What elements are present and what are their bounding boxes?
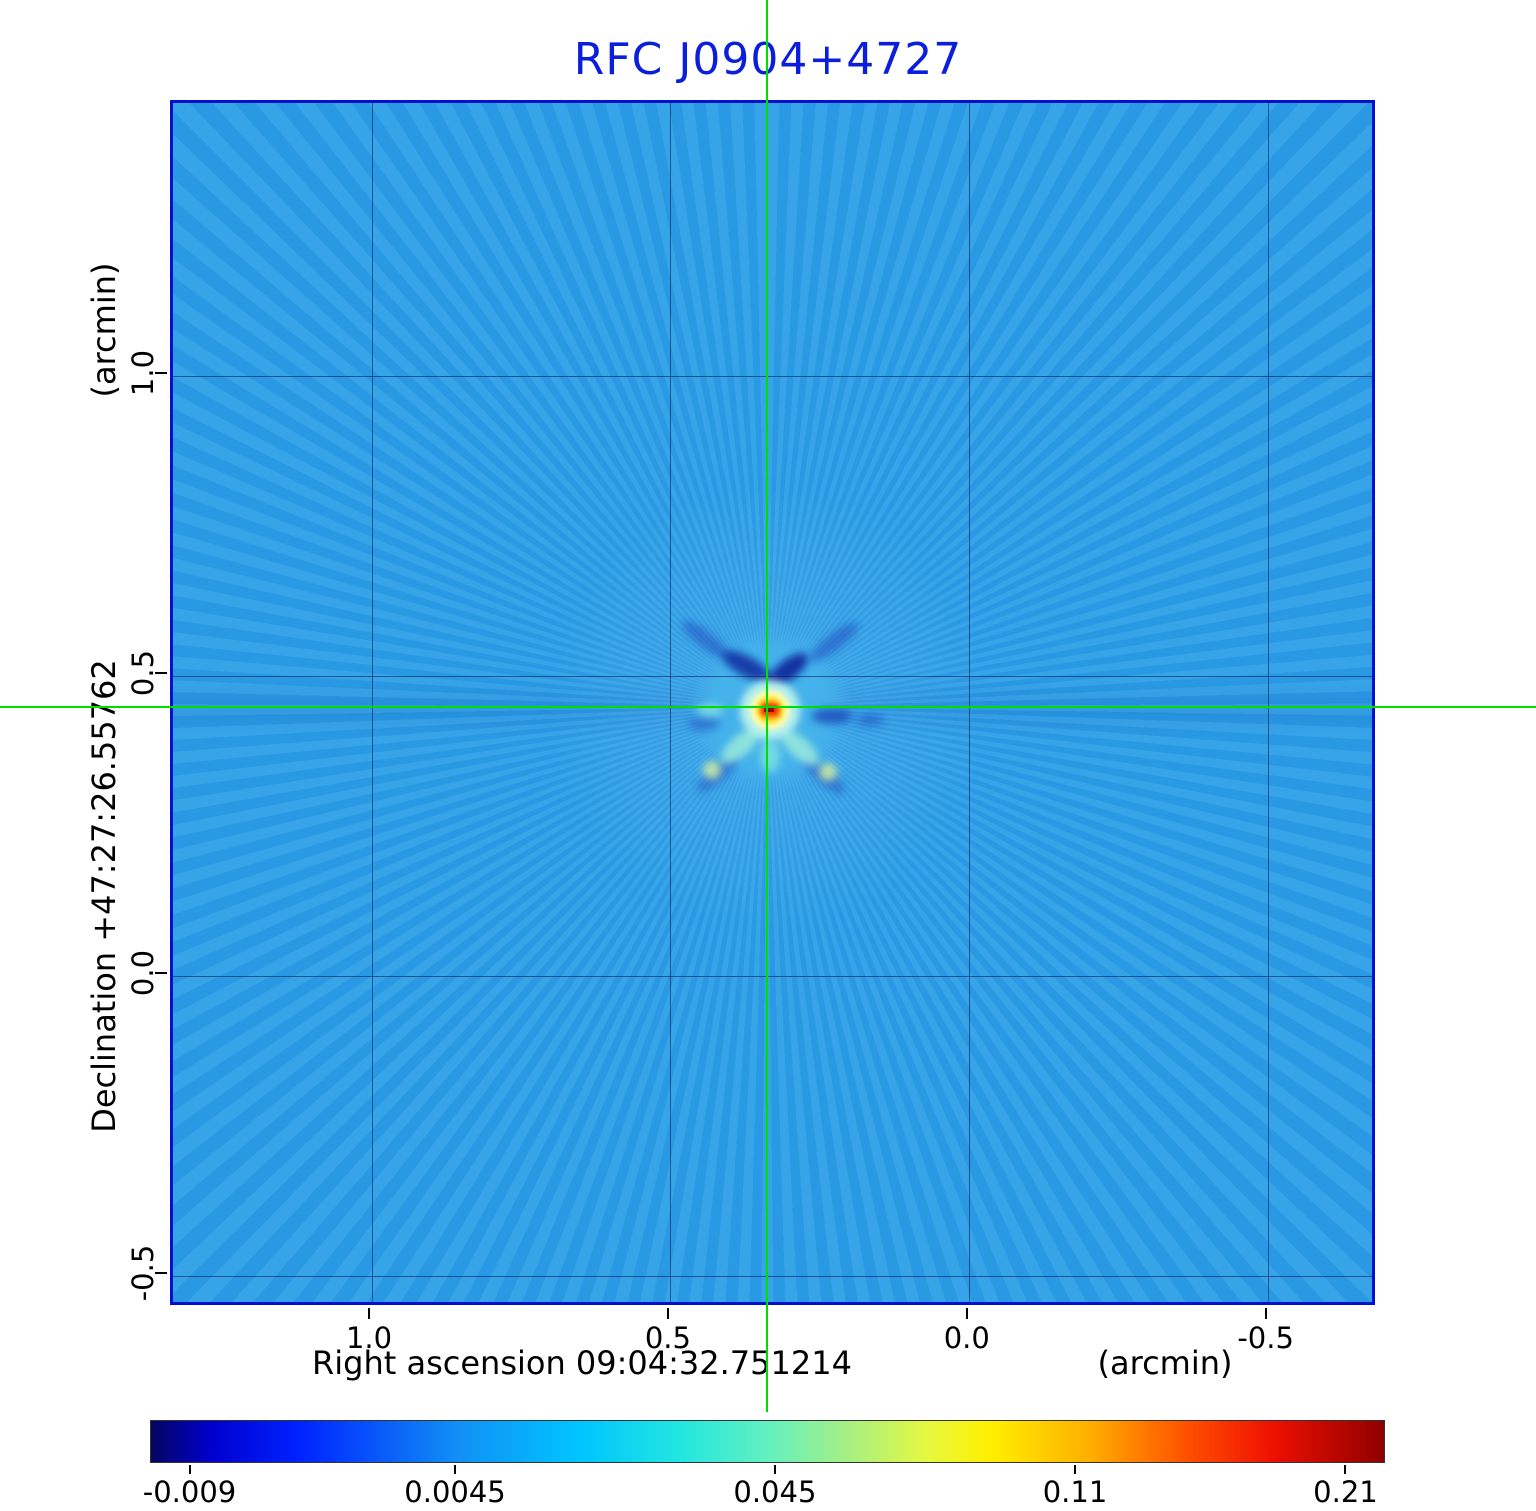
x-tick-label: -0.5 — [1237, 1321, 1294, 1355]
y-tick-label: 0.0 — [126, 950, 160, 997]
x-tick-mark — [965, 1308, 968, 1319]
source-bright-sidelobes — [696, 703, 838, 781]
colorbar-tick-label: -0.009 — [142, 1475, 237, 1509]
grid-line-vertical — [670, 103, 672, 1302]
y-axis-unit-label: (arcmin) — [85, 262, 123, 398]
y-tick-mark — [155, 972, 167, 975]
colorbar-tick-label: 0.21 — [1313, 1475, 1378, 1509]
source-dark-sidelobes — [681, 620, 885, 794]
sky-map — [170, 100, 1375, 1305]
colorbar-tick-mark — [454, 1465, 457, 1474]
x-tick-label: 1.0 — [345, 1321, 393, 1355]
x-axis-unit-label: (arcmin) — [1097, 1344, 1233, 1382]
grid-line-horizontal — [173, 975, 1372, 977]
x-axis-label: Right ascension 09:04:32.751214 — [312, 1344, 852, 1382]
grid-line-vertical — [371, 103, 373, 1302]
colorbar-tick-label: 0.045 — [733, 1475, 817, 1509]
colorbar-tick-mark — [1344, 1465, 1347, 1474]
grid-line-horizontal — [173, 375, 1372, 377]
colorbar-tick-label: 0.11 — [1042, 1475, 1108, 1509]
x-tick-label: 0.0 — [943, 1321, 990, 1355]
y-tick-mark — [155, 1272, 167, 1275]
grid-line-vertical — [1268, 103, 1270, 1302]
colorbar-tick-label: 0.0045 — [404, 1475, 506, 1509]
colorbar-tick-mark — [1074, 1465, 1076, 1474]
grid-line-vertical — [969, 103, 971, 1302]
x-tick-mark — [666, 1308, 669, 1319]
y-tick-label: 1.0 — [126, 349, 160, 397]
y-tick-label: -0.5 — [126, 1244, 160, 1302]
x-tick-mark — [1264, 1308, 1267, 1319]
y-tick-mark — [155, 372, 167, 375]
x-tick-label: 0.5 — [644, 1321, 691, 1355]
y-tick-label: 0.5 — [126, 650, 160, 697]
y-tick-mark — [155, 672, 167, 675]
colorbar-tick-mark — [773, 1465, 776, 1474]
crosshair-horizontal — [0, 705, 1536, 708]
grid-line-horizontal — [173, 1275, 1372, 1277]
source-core — [740, 679, 801, 740]
colorbar — [150, 1420, 1385, 1463]
x-tick-mark — [368, 1308, 371, 1319]
colorbar-tick-mark — [188, 1465, 191, 1474]
radio-source — [681, 620, 885, 794]
y-axis-label: Declination +47:27:26.55762 — [85, 659, 123, 1133]
grid-line-horizontal — [173, 675, 1372, 677]
